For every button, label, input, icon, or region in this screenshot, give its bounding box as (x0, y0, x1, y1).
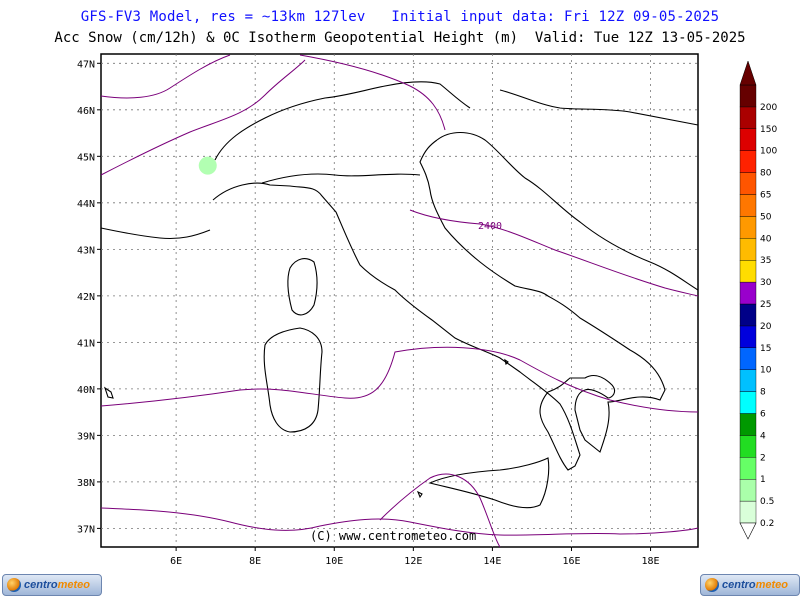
legend-swatch (739, 172, 757, 195)
lon-tick-label: 12E (404, 556, 422, 567)
legend-swatch (739, 435, 757, 458)
lat-tick-label: 41N (77, 338, 95, 349)
legend-level-label: 65 (760, 191, 771, 201)
lat-tick-label: 39N (77, 431, 95, 442)
legend-swatch (739, 84, 757, 108)
lat-tick-label: 43N (77, 245, 95, 256)
centrometeo-logo-left[interactable]: centro meteo (2, 574, 102, 596)
legend-swatch (739, 106, 757, 130)
lon-tick-label: 14E (483, 556, 501, 567)
legend-swatch (739, 500, 757, 524)
legend-level-label: 10 (760, 366, 772, 376)
legend-level-label: 35 (760, 256, 771, 266)
header-variable-line: Acc Snow (cm/12h) & 0C Isotherm Geopoten… (54, 30, 746, 46)
legend-level-label: 50 (760, 212, 772, 222)
isotherm-contours (100, 54, 699, 548)
logo-text-a: centro (722, 579, 756, 591)
legend-level-label: 100 (760, 147, 777, 157)
lat-tick-label: 37N (77, 524, 95, 535)
legend-level-label: 150 (760, 125, 777, 135)
legend-top-arrow (739, 60, 757, 86)
legend-swatch (739, 150, 757, 173)
legend-swatch (739, 260, 757, 283)
legend-swatch (739, 281, 757, 305)
header-model-line: GFS-FV3 Model, res = ~13km 127lev Initia… (80, 9, 720, 25)
lat-tick-label: 42N (77, 292, 95, 303)
legend-level-label: 15 (760, 344, 771, 354)
legend-level-label: 25 (760, 300, 771, 310)
legend-level-label: 8 (760, 388, 766, 398)
isotherm-label: 2400 (478, 221, 502, 232)
legend-level-label: 200 (760, 103, 777, 113)
legend-swatch (739, 194, 757, 217)
lat-tick-label: 47N (77, 59, 95, 70)
legend-bottom-arrow (739, 522, 757, 540)
legend-level-label: 0.2 (760, 519, 774, 529)
lat-tick-label: 46N (77, 106, 95, 117)
legend-swatch (739, 369, 757, 392)
lon-tick-label: 16E (562, 556, 580, 567)
legend-swatch (739, 238, 757, 261)
lat-tick-label: 40N (77, 385, 95, 396)
legend-swatch (739, 413, 757, 436)
lon-tick-label: 10E (325, 556, 343, 567)
legend-level-label: 2 (760, 453, 766, 463)
legend-level-label: 4 (760, 431, 766, 441)
legend-swatch (739, 391, 757, 414)
coastlines (100, 81, 699, 509)
centrometeo-logo-right[interactable]: centro meteo (700, 574, 800, 596)
legend-swatch (739, 347, 757, 370)
logo-text-a: centro (24, 579, 58, 591)
lat-tick-label: 45N (77, 152, 95, 163)
legend-level-label: 40 (760, 234, 772, 244)
logo-text-b: meteo (57, 579, 91, 591)
legend-swatch (739, 216, 757, 239)
lon-tick-label: 6E (170, 556, 182, 567)
globe-icon (705, 578, 719, 592)
map-frame (100, 53, 699, 548)
legend-level-label: 1 (760, 475, 766, 485)
lat-tick-label: 38N (77, 478, 95, 489)
lon-tick-label: 8E (249, 556, 261, 567)
logo-text-b: meteo (755, 579, 789, 591)
copyright-text: (C) www.centrometeo.com (310, 529, 476, 543)
legend-level-label: 20 (760, 322, 772, 332)
globe-icon (7, 578, 21, 592)
legend-swatch (739, 457, 757, 480)
lon-tick-label: 18E (642, 556, 660, 567)
legend-swatch (739, 303, 757, 327)
snow-spot (198, 156, 217, 175)
legend-swatch (739, 128, 757, 151)
legend-level-label: 0.5 (760, 497, 774, 507)
legend-level-label: 30 (760, 278, 772, 288)
legend-level-label: 6 (760, 410, 766, 420)
legend-level-label: 80 (760, 169, 772, 179)
legend-swatch (739, 325, 757, 348)
lat-tick-label: 44N (77, 199, 95, 210)
legend-swatch (739, 479, 757, 502)
